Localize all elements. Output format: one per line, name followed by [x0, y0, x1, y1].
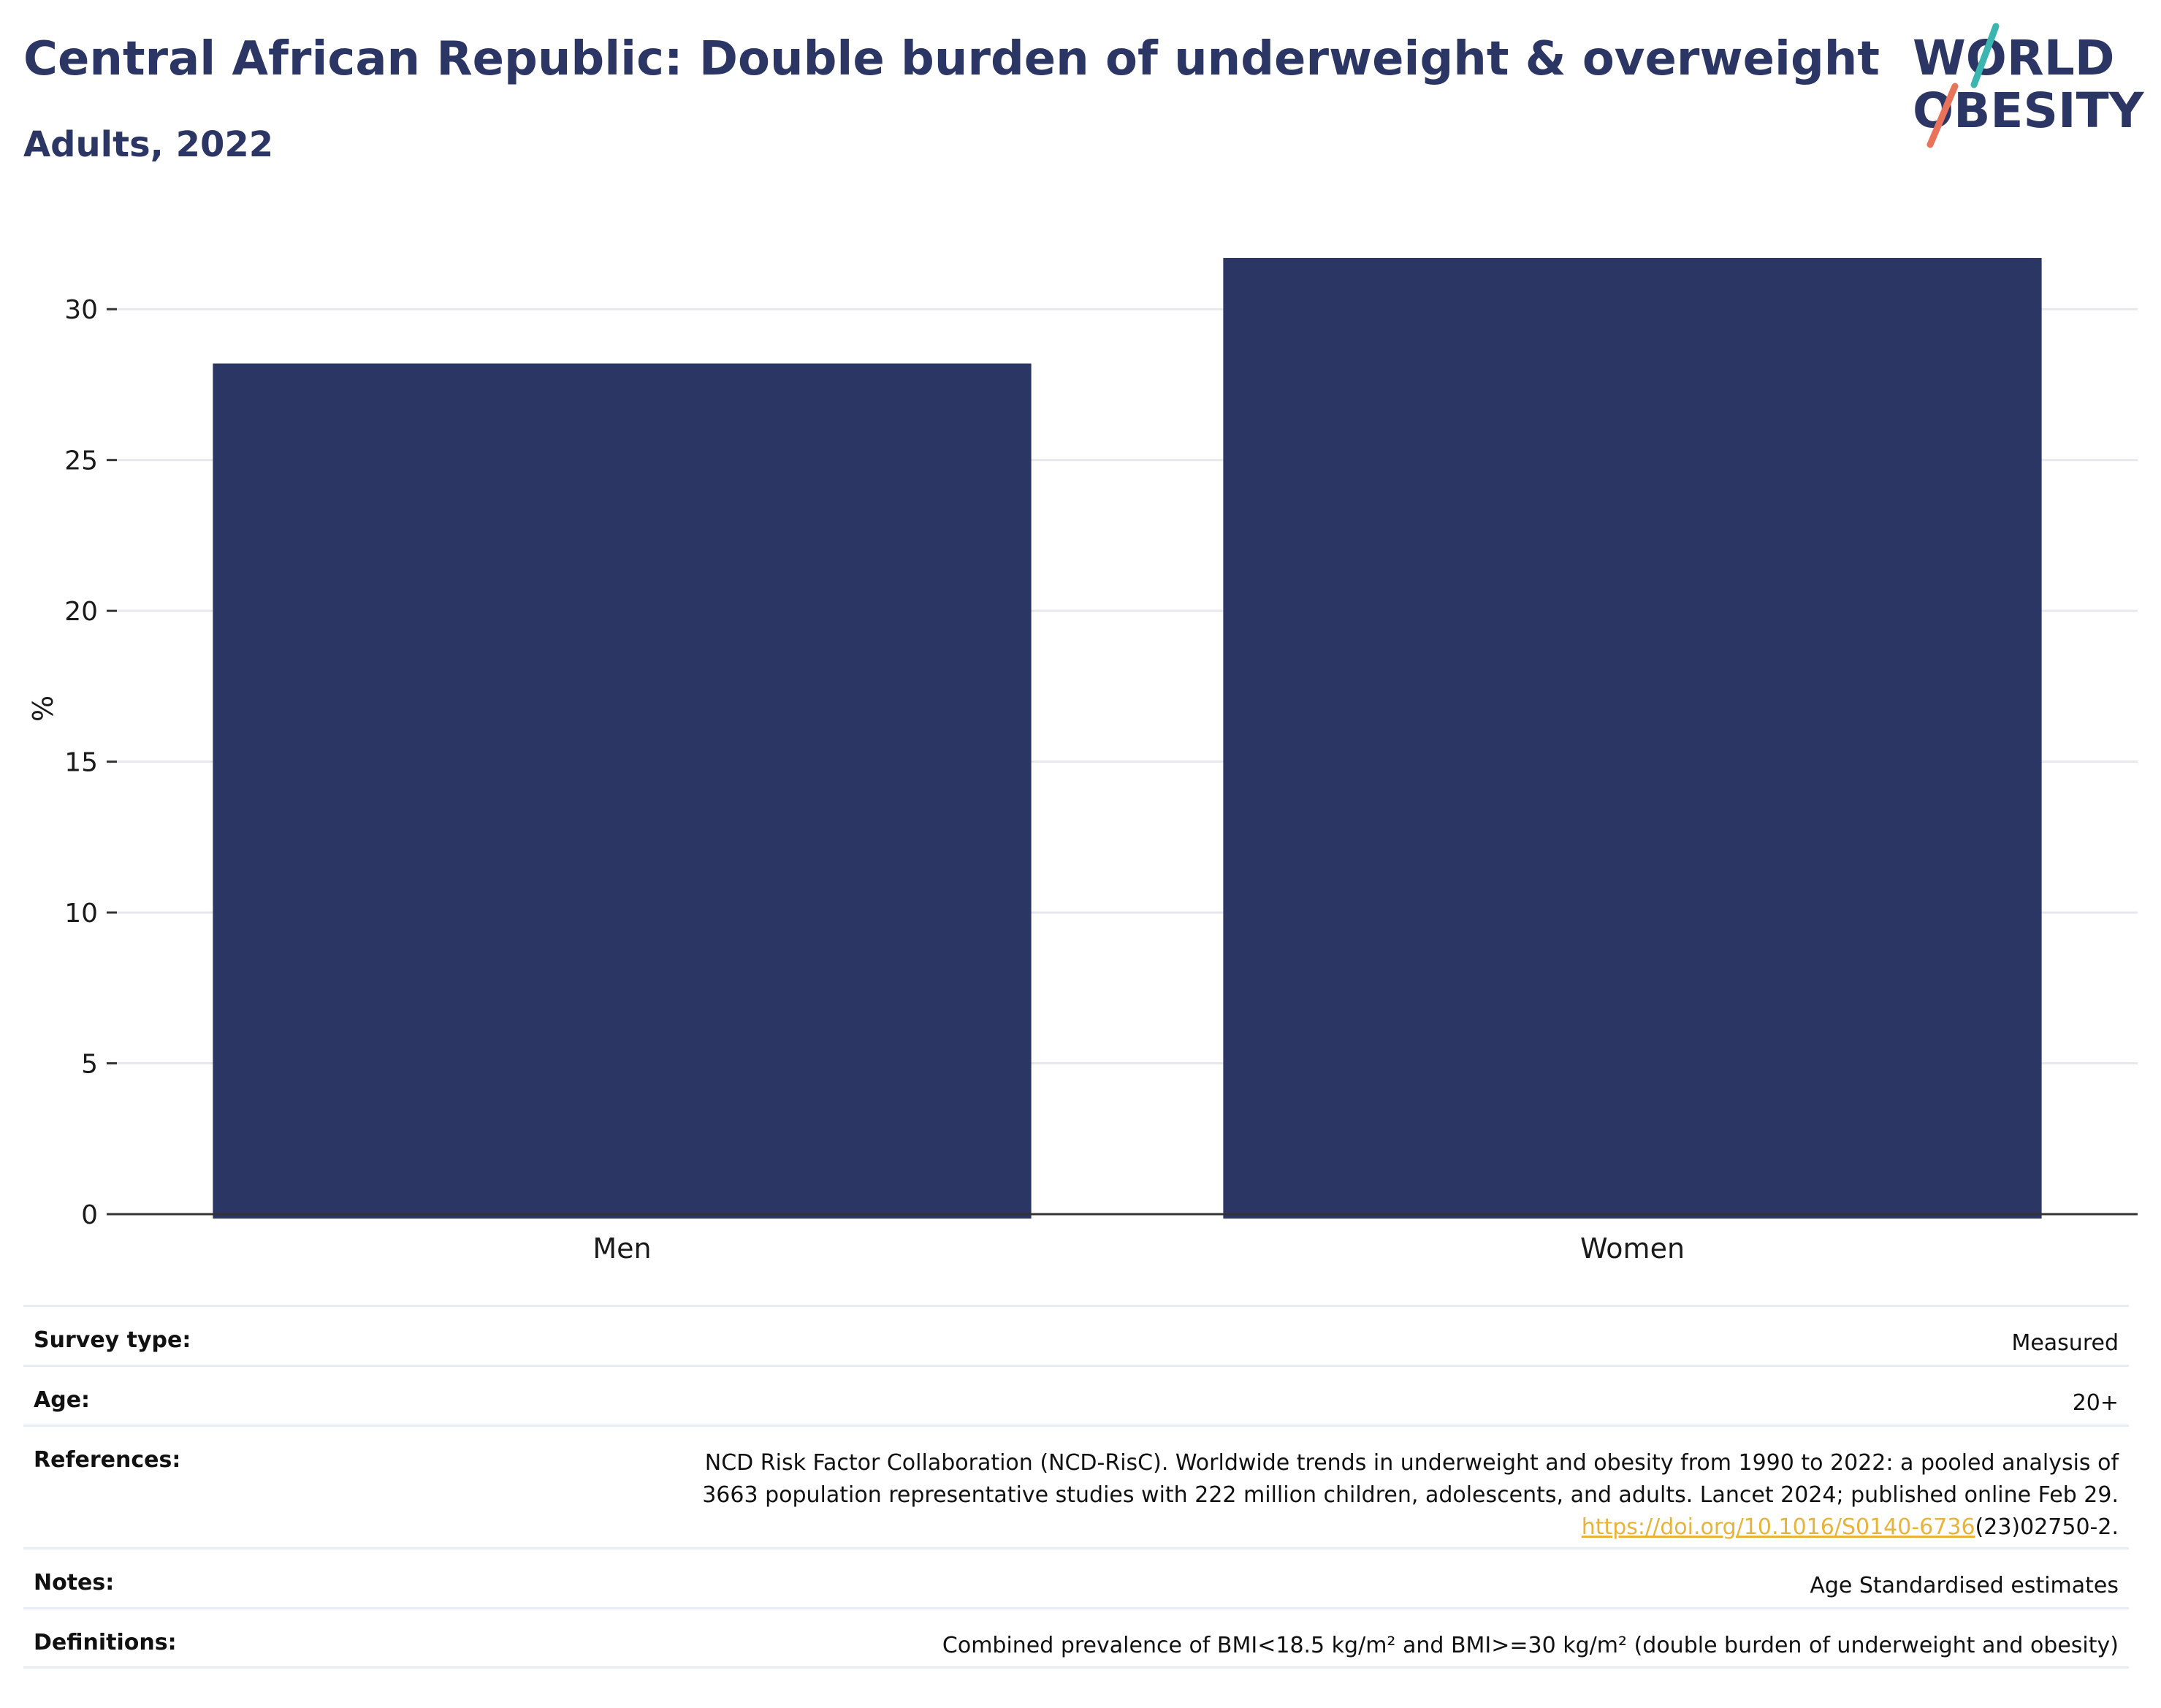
- logo-coral-slash: [1926, 83, 1959, 148]
- survey-type-value: Measured: [2011, 1330, 2119, 1356]
- meta-row-age: Age: 20+: [23, 1365, 2129, 1425]
- references-value: NCD Risk Factor Collaboration (NCD-RisC)…: [702, 1447, 2119, 1544]
- references-line1: NCD Risk Factor Collaboration (NCD-RisC)…: [704, 1450, 2119, 1476]
- logo-teal-slash: [1970, 23, 2000, 88]
- logo-line1: WORLD: [1913, 30, 2115, 86]
- age-label: Age:: [34, 1387, 91, 1413]
- bar-chart: 0 5 10 15 20 25 30 Men Women %: [27, 258, 2138, 1265]
- metadata-table: Survey type: Measured Age: 20+ Reference…: [23, 1305, 2129, 1669]
- world-obesity-logo: WORLD OBESITY: [1913, 23, 2145, 148]
- y-axis-label: %: [27, 695, 59, 722]
- meta-row-references: References: NCD Risk Factor Collaboratio…: [23, 1425, 2129, 1547]
- y-tick-label: 25: [64, 446, 98, 476]
- references-line2: 3663 population representative studies w…: [702, 1482, 2119, 1508]
- bar-men: [213, 363, 1032, 1219]
- definitions-label: Definitions:: [34, 1630, 177, 1655]
- chart-title: Central African Republic: Double burden …: [23, 32, 1880, 86]
- bars: [213, 258, 2042, 1219]
- references-label: References:: [34, 1447, 181, 1473]
- meta-row-survey-type: Survey type: Measured: [23, 1305, 2129, 1365]
- survey-type-label: Survey type:: [34, 1327, 191, 1353]
- references-doi-link[interactable]: https://doi.org/10.1016/S0140-6736: [1581, 1514, 1975, 1540]
- definitions-value: Combined prevalence of BMI<18.5 kg/m² an…: [942, 1633, 2119, 1658]
- y-tick-label: 10: [64, 899, 98, 929]
- age-value: 20+: [2072, 1390, 2119, 1416]
- y-tick-label: 30: [64, 295, 98, 325]
- y-ticks: 0 5 10 15 20 25 30: [64, 295, 117, 1230]
- y-tick-label: 20: [64, 597, 98, 627]
- y-tick-label: 0: [81, 1200, 98, 1230]
- references-tail: (23)02750-2.: [1975, 1514, 2119, 1540]
- chart-subtitle: Adults, 2022: [23, 124, 274, 165]
- meta-row-notes: Notes: Age Standardised estimates: [23, 1547, 2129, 1607]
- y-tick-label: 15: [64, 748, 98, 778]
- y-tick-label: 5: [81, 1050, 98, 1080]
- bar-women: [1223, 258, 2042, 1219]
- x-tick-label: Women: [1580, 1232, 1685, 1265]
- x-tick-label: Men: [592, 1232, 651, 1265]
- x-ticks: Men Women: [592, 1232, 1685, 1265]
- meta-row-definitions: Definitions: Combined prevalence of BMI<…: [23, 1607, 2129, 1669]
- notes-value: Age Standardised estimates: [1810, 1573, 2119, 1598]
- notes-label: Notes:: [34, 1570, 115, 1595]
